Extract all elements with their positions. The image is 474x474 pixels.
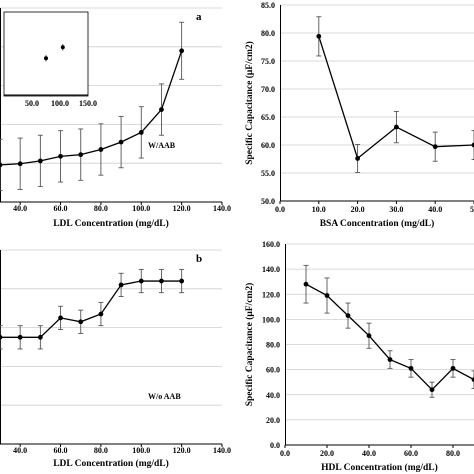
- inset-data-point: [44, 56, 48, 61]
- x-tick-label: 80.0: [94, 446, 108, 455]
- x-tick-label: 100.0: [132, 204, 150, 213]
- data-point: [98, 311, 104, 317]
- y-tick-label: 55.0: [261, 169, 275, 178]
- data-point: [37, 334, 43, 340]
- x-tick-label: 20.0: [320, 449, 334, 458]
- y-axis-label: Specific Capacitance (μF/cm2): [244, 283, 255, 407]
- x-tick-label: 120.0: [173, 204, 191, 213]
- data-point: [345, 313, 351, 319]
- x-tick-label: 40.0: [13, 446, 27, 455]
- data-point: [394, 124, 399, 130]
- data-point: [0, 334, 3, 340]
- x-tick-label: 0.0: [280, 449, 290, 458]
- data-point: [138, 278, 144, 284]
- inset-x-tick-label: 50.0: [25, 99, 39, 108]
- inset-x-tick-label: 150.0: [79, 99, 97, 108]
- data-point: [58, 153, 63, 159]
- y-tick-label: 65.0: [261, 113, 275, 122]
- y-tick-label: 160.0: [262, 240, 280, 249]
- y-tick-label: 20.0: [266, 416, 280, 425]
- data-point: [179, 278, 185, 284]
- data-point: [432, 144, 438, 150]
- data-point: [159, 107, 164, 112]
- chart-panel-bsa: 50.0 55.0 60.0 65.0 70.0 75.0 80.0 85.0 0.0 10.0 2…: [244, 1, 474, 229]
- y-tick-label: 120.0: [262, 290, 280, 299]
- y-tick-label: 40.0: [266, 391, 280, 400]
- y-tick-label: 0.0: [270, 441, 280, 450]
- panel-label: b: [196, 253, 202, 265]
- data-point: [37, 158, 43, 164]
- y-tick-label: 140.0: [262, 265, 280, 274]
- x-tick-label: 100.0: [132, 446, 150, 455]
- data-point: [471, 142, 474, 148]
- x-tick-label: 40.0: [428, 205, 442, 214]
- y-tick-label: 70.0: [261, 85, 275, 94]
- data-point: [387, 357, 393, 362]
- inset-chart: 50.0 100.0 150.0: [3, 11, 97, 108]
- data-point: [366, 333, 372, 339]
- data-point: [303, 281, 309, 287]
- x-axis-label: HDL Concentration (mg/dL): [321, 462, 438, 473]
- x-tick-label: 10.0: [312, 205, 326, 214]
- data-point: [138, 129, 144, 135]
- x-tick-label: 30.0: [389, 205, 403, 214]
- data-point: [17, 334, 23, 340]
- data-point: [78, 319, 84, 325]
- series-annotation: W/o AAB: [148, 392, 181, 401]
- data-point: [118, 282, 124, 288]
- y-tick-label: 60.0: [266, 366, 280, 375]
- data-point: [58, 315, 63, 321]
- y-tick-label: 80.0: [261, 29, 275, 38]
- x-axis-label: LDL Concentration (mg/dL): [53, 218, 169, 229]
- x-tick-label: 50: [470, 205, 474, 214]
- x-tick-label: 0.0: [275, 205, 285, 214]
- data-point: [429, 387, 435, 393]
- x-tick-label: 60.0: [54, 204, 68, 213]
- inset-data-point: [60, 45, 65, 50]
- y-tick-label: 100.0: [262, 315, 280, 324]
- y-tick-label: 85.0: [261, 1, 275, 10]
- x-axis-label: LDL Concentration (mg/dL): [53, 458, 169, 469]
- series-annotation: W/AAB: [148, 141, 176, 150]
- data-point: [179, 48, 185, 54]
- y-tick-label: 75.0: [261, 57, 275, 66]
- data-point: [118, 139, 124, 145]
- x-tick-label: 20.0: [351, 205, 365, 214]
- y-tick-label: 50.0: [261, 197, 275, 206]
- y-axis-label: Specific Capacitance (μF/cm2): [244, 41, 255, 165]
- x-tick-label: 80.0: [94, 204, 108, 213]
- x-tick-label: 140.0: [213, 204, 231, 213]
- chart-panel-b: 40.0 60.0 80.0 100.0 120.0 140.0 LDL Concentra…: [0, 249, 231, 469]
- series-line: [0, 50, 183, 166]
- data-point: [98, 147, 104, 152]
- data-point: [408, 365, 414, 371]
- series-line: [0, 280, 182, 338]
- data-point: [324, 293, 330, 298]
- y-tick-label: 80.0: [266, 341, 280, 350]
- x-tick-label: 120.0: [173, 446, 191, 455]
- x-axis-label: BSA Concentration (mg/dL): [320, 218, 435, 229]
- data-point: [450, 365, 456, 371]
- data-point: [355, 156, 360, 161]
- panel-label: a: [196, 11, 202, 23]
- data-point: [471, 377, 474, 383]
- inset-frame: [3, 11, 89, 97]
- x-tick-label: 60.0: [404, 449, 418, 458]
- x-tick-label: 40.0: [13, 204, 27, 213]
- data-point: [17, 161, 23, 167]
- x-tick-label: 80.0: [446, 449, 460, 458]
- inset-x-tick-label: 100.0: [51, 99, 69, 108]
- x-tick-label: 140.0: [213, 446, 231, 455]
- x-tick-label: 40.0: [362, 449, 376, 458]
- chart-panel-a: 40.0 60.0 80.0 100.0 120.0 140.0 LDL Concentra…: [0, 7, 231, 229]
- data-point: [78, 152, 84, 158]
- y-tick-label: 60.0: [261, 141, 275, 150]
- chart-panel-hdl: 0.0 20.0 40.0 60.0 80.0 100.0 120.0 140.0 160.0 0…: [244, 240, 474, 473]
- series-line: [305, 283, 474, 391]
- data-point: [316, 33, 322, 39]
- data-point: [0, 162, 3, 168]
- x-tick-label: 60.0: [54, 446, 68, 455]
- data-point: [159, 278, 164, 284]
